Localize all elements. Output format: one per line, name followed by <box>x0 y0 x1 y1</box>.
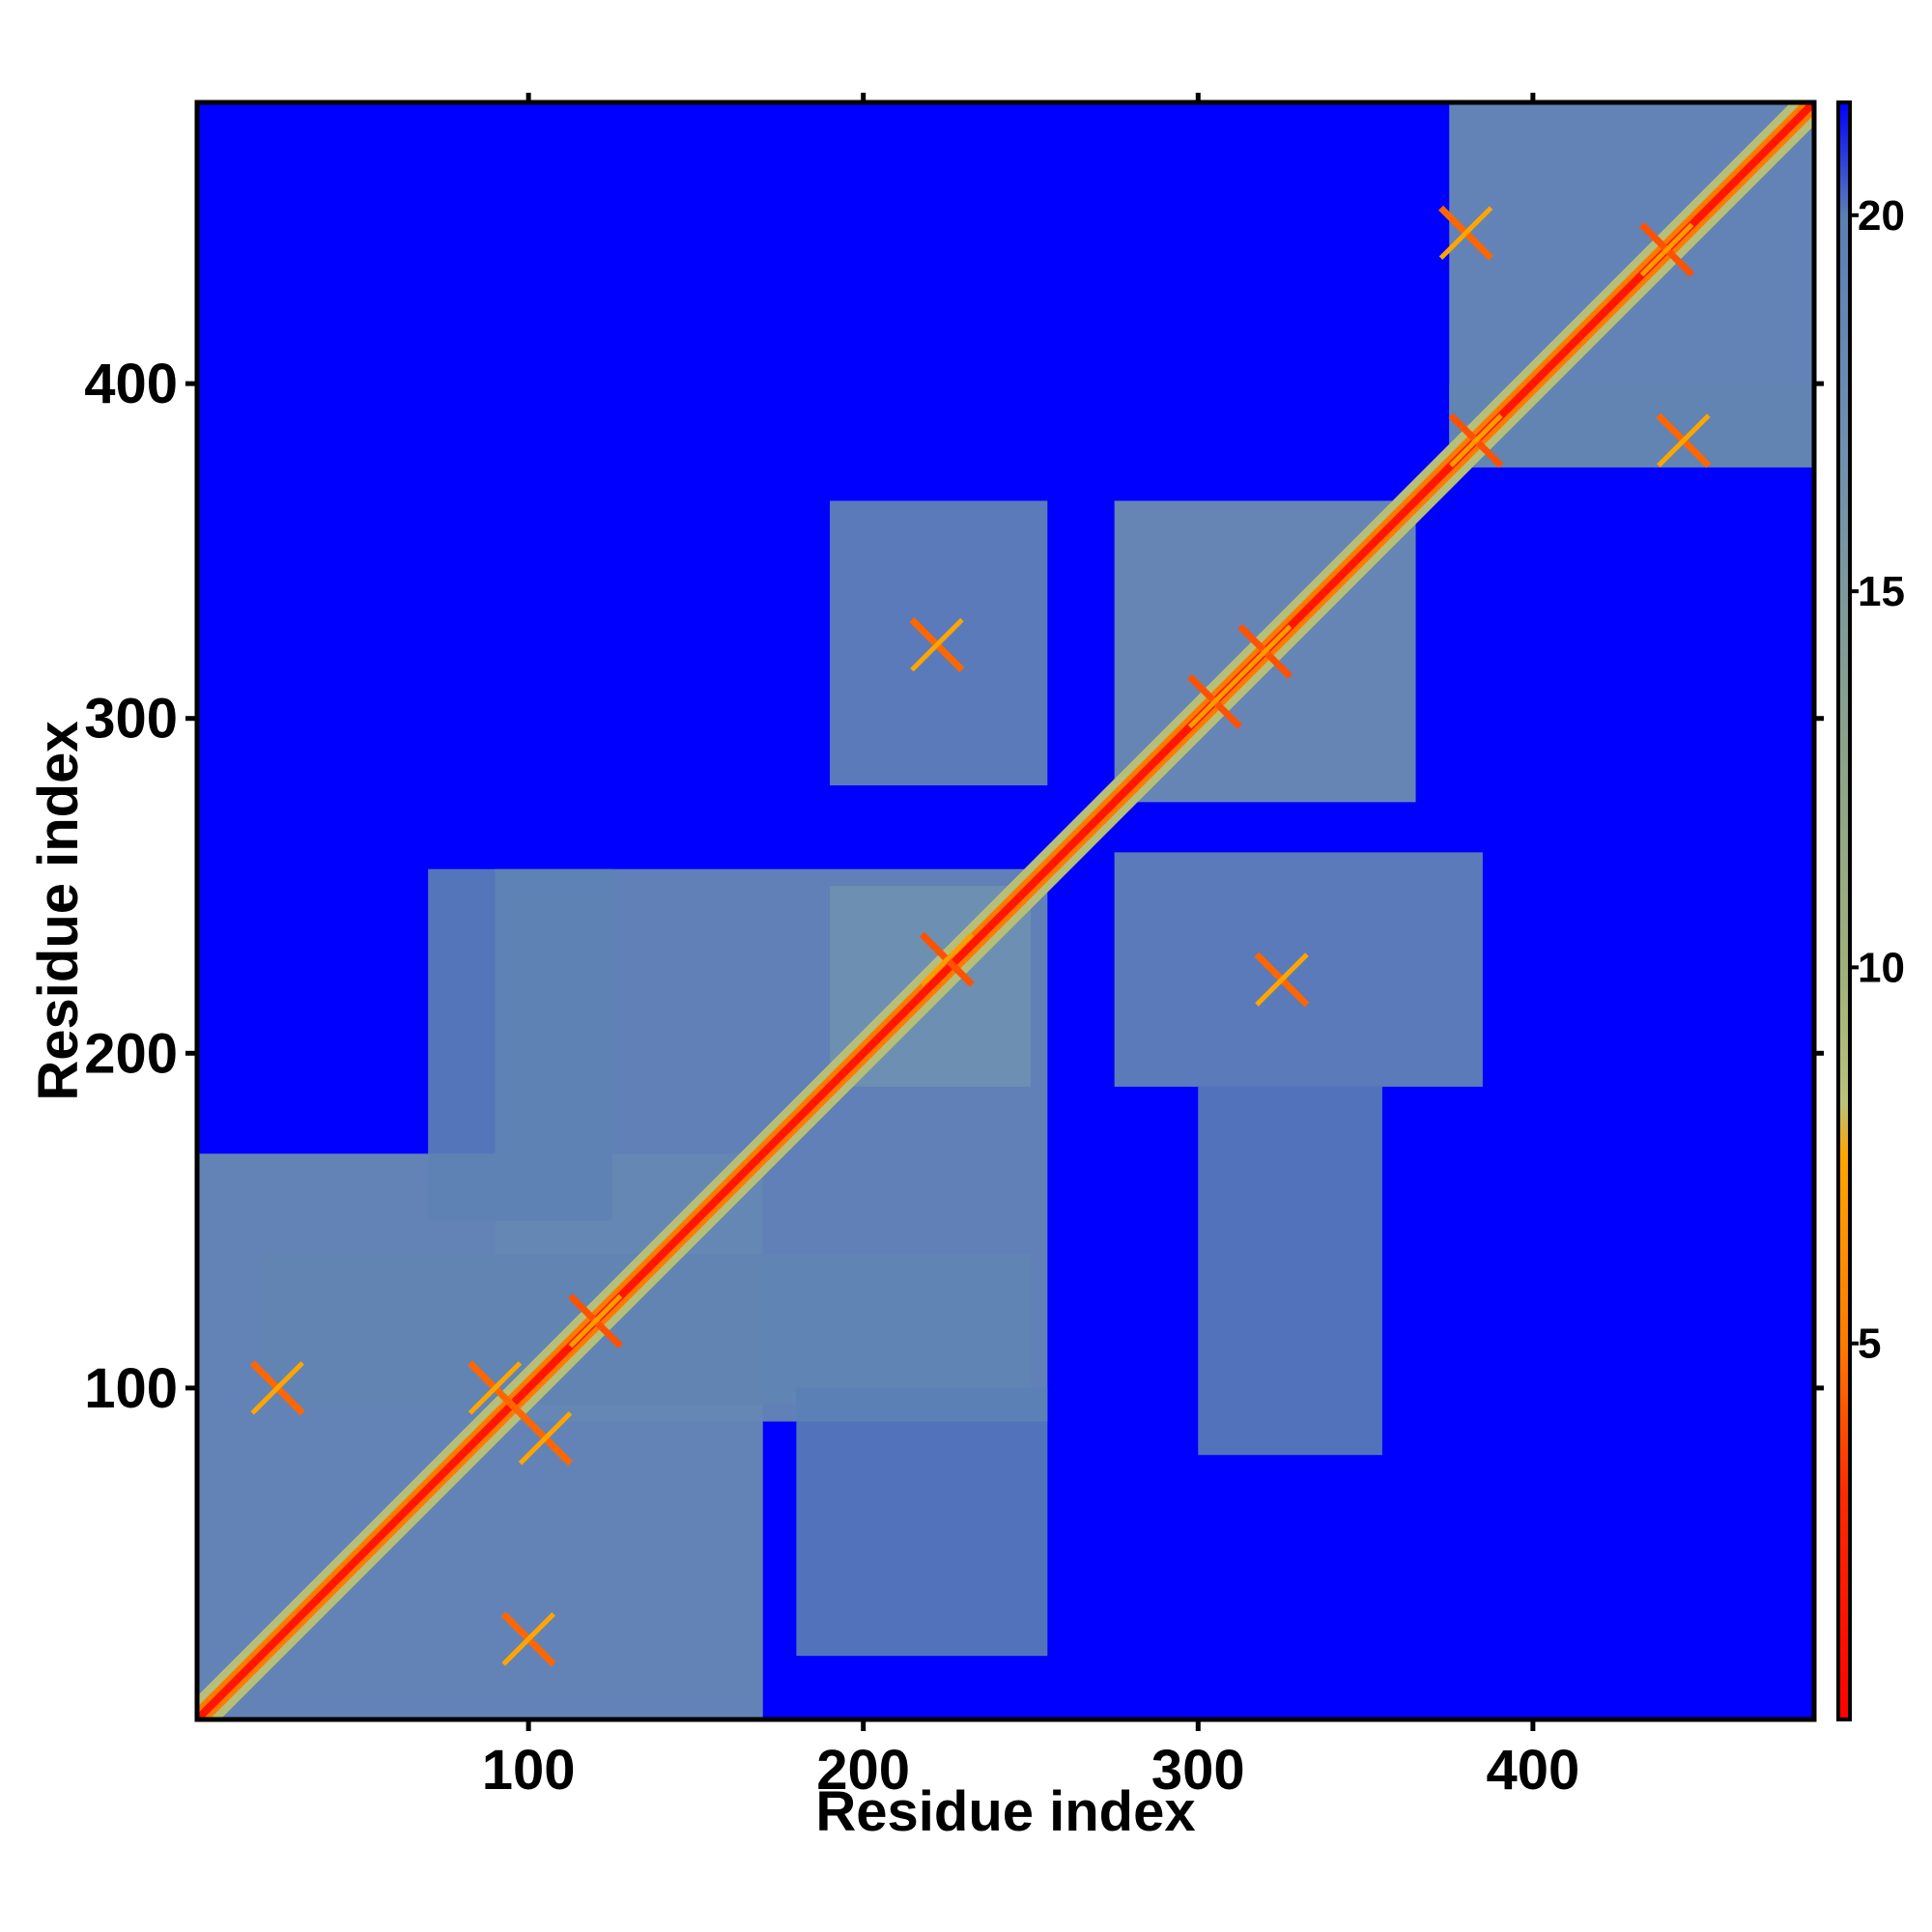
contact-block <box>796 1387 1048 1657</box>
diagonal-core <box>197 102 1814 1719</box>
x-axis-title: Residue index <box>815 1780 1195 1843</box>
x-tick-label: 100 <box>482 1739 576 1802</box>
colorbar <box>1836 100 1852 1721</box>
contact-mark <box>1255 952 1309 1007</box>
contact-mark <box>1237 624 1293 679</box>
contact-mark <box>910 617 964 672</box>
contact-mark <box>1438 206 1493 260</box>
contact-mark <box>1187 674 1242 729</box>
plot-frame <box>194 99 1817 1722</box>
y-tick-label: 400 <box>84 353 178 415</box>
contact-mark <box>518 1411 573 1465</box>
x-tick-label: 300 <box>1151 1739 1245 1802</box>
contact-mark <box>568 1293 623 1349</box>
contact-mark <box>920 932 975 987</box>
contact-block <box>1114 852 1483 1087</box>
contact-mark <box>468 1361 523 1415</box>
heatmap-plot-area <box>197 102 1814 1719</box>
y-tick-label: 100 <box>84 1357 178 1420</box>
contact-mark <box>1449 413 1503 468</box>
contact-block <box>1198 1086 1382 1456</box>
contact-mark <box>1657 413 1711 468</box>
axes: 100 200 300 400 100 200 300 400 <box>84 93 1824 1802</box>
x-tick-label: 200 <box>816 1739 910 1802</box>
x-tick-label: 400 <box>1486 1739 1579 1802</box>
colorbar-tick-label: 20 <box>1858 192 1905 240</box>
contact-mark <box>1639 222 1694 277</box>
colorbar-axis: 5 10 15 20 <box>1850 192 1905 1368</box>
colorbar-tick-label: 5 <box>1858 1321 1881 1368</box>
contact-mark <box>501 1612 555 1666</box>
colorbar-tick-label: 15 <box>1858 568 1905 615</box>
y-tick-label: 200 <box>84 1022 178 1085</box>
contact-block <box>428 868 612 1221</box>
colorbar-tick-label: 10 <box>1858 944 1905 991</box>
contact-mark <box>250 1361 304 1415</box>
y-tick-label: 300 <box>84 688 178 751</box>
y-axis-title: Residue index <box>27 721 90 1100</box>
